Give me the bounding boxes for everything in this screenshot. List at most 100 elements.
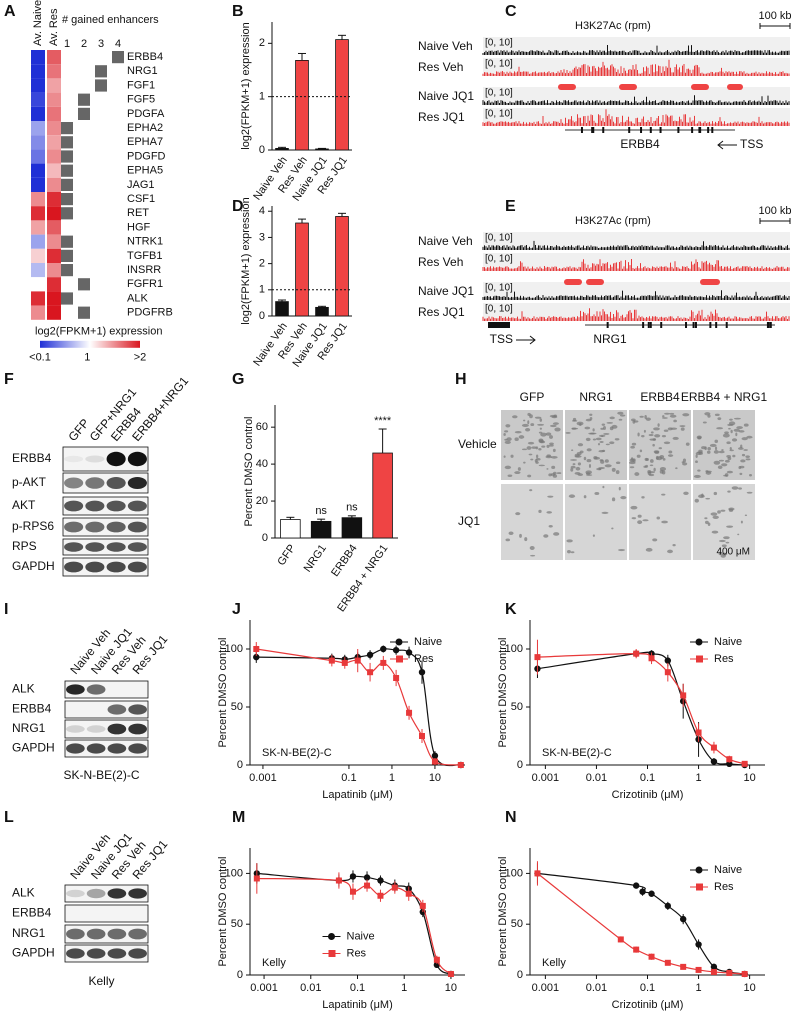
cell	[669, 412, 675, 415]
blot-frame	[64, 680, 149, 699]
cell	[738, 447, 744, 450]
cell	[586, 459, 592, 463]
cell	[664, 412, 671, 415]
gene-label: ALK	[127, 292, 148, 304]
cell	[534, 459, 538, 463]
track-label: Naive Veh	[418, 39, 473, 53]
blot-frame	[64, 700, 149, 719]
cell	[698, 452, 703, 455]
cell	[713, 460, 721, 465]
cell	[645, 417, 651, 421]
y-tick-label: 20	[256, 495, 268, 507]
cell	[595, 437, 602, 441]
cell	[729, 449, 734, 452]
gene-label: PDGFRB	[127, 307, 173, 319]
data-point	[363, 874, 371, 881]
cell	[707, 414, 711, 418]
data-point	[741, 760, 748, 767]
scale-bar	[759, 23, 791, 29]
exon	[725, 322, 728, 328]
cell	[733, 417, 741, 420]
x-tick-label: 10	[744, 982, 756, 994]
cell	[632, 458, 636, 463]
heat-cell	[47, 234, 61, 249]
blot-label: NRG1	[12, 926, 46, 940]
tss-label: TSS	[490, 332, 513, 346]
colorbar-tick-label: 1	[84, 352, 90, 364]
cell	[718, 539, 726, 543]
cell	[611, 467, 616, 472]
exon	[685, 322, 688, 328]
cell	[571, 427, 579, 430]
blot-band	[106, 521, 126, 533]
heat-cell	[47, 248, 61, 263]
data-point	[419, 902, 426, 909]
blot-band	[85, 500, 105, 512]
cell	[588, 432, 595, 435]
cell	[745, 458, 751, 461]
cell	[706, 450, 711, 454]
gained-enhancer	[78, 93, 90, 106]
panel-letter: N	[505, 809, 517, 826]
data-point	[710, 968, 717, 975]
cell	[697, 436, 702, 440]
heat-cell	[31, 106, 45, 121]
bar	[341, 517, 363, 539]
cell	[726, 470, 733, 474]
cell	[598, 467, 605, 470]
cell	[718, 459, 725, 462]
panel-letter: F	[4, 371, 14, 388]
x-tick-label: NRG1	[302, 543, 329, 575]
data-point	[431, 758, 438, 765]
cell	[656, 516, 661, 520]
legend-marker	[695, 638, 703, 646]
heat-cell	[47, 106, 61, 121]
cell	[669, 414, 677, 418]
cell	[571, 449, 574, 452]
blot-band	[106, 561, 126, 573]
exon	[707, 127, 710, 133]
y-tick-label: 0	[259, 310, 265, 322]
cell	[546, 511, 552, 514]
cell	[710, 512, 718, 516]
gene-label: PDGFA	[127, 108, 165, 120]
x-axis-label: Crizotinib (μM)	[612, 999, 684, 1011]
cell	[658, 447, 662, 450]
data-point	[664, 959, 671, 966]
heat-cell	[47, 121, 61, 136]
scale-label: 100 kb	[758, 205, 791, 217]
cell	[652, 538, 658, 542]
cell	[704, 520, 709, 525]
cell	[701, 446, 706, 450]
data-point	[380, 645, 387, 653]
cell	[529, 489, 533, 492]
cell	[724, 431, 729, 435]
cell	[534, 416, 542, 419]
blot-label: p-RPS6	[12, 519, 54, 533]
blot-band	[107, 928, 127, 940]
cell	[630, 505, 638, 510]
data-point	[349, 873, 357, 880]
exon	[692, 322, 695, 328]
cell	[503, 455, 506, 458]
cell	[721, 544, 727, 548]
cell	[583, 456, 587, 461]
heat-cell	[47, 64, 61, 79]
cell	[652, 438, 657, 441]
cell	[668, 454, 674, 457]
cell	[645, 464, 649, 468]
blot-frame	[64, 904, 149, 923]
data-point	[253, 875, 260, 882]
y-tick-label: 100	[225, 643, 243, 655]
enhancer-peak	[558, 84, 576, 90]
cell	[653, 427, 660, 431]
cell	[652, 443, 655, 447]
cell	[730, 429, 733, 434]
data-point	[393, 675, 400, 681]
blot-band	[66, 889, 85, 898]
data-point	[406, 709, 413, 716]
cell	[698, 449, 703, 453]
cell	[618, 548, 626, 552]
track-label: Naive JQ1	[418, 89, 474, 103]
micrograph	[565, 484, 627, 560]
